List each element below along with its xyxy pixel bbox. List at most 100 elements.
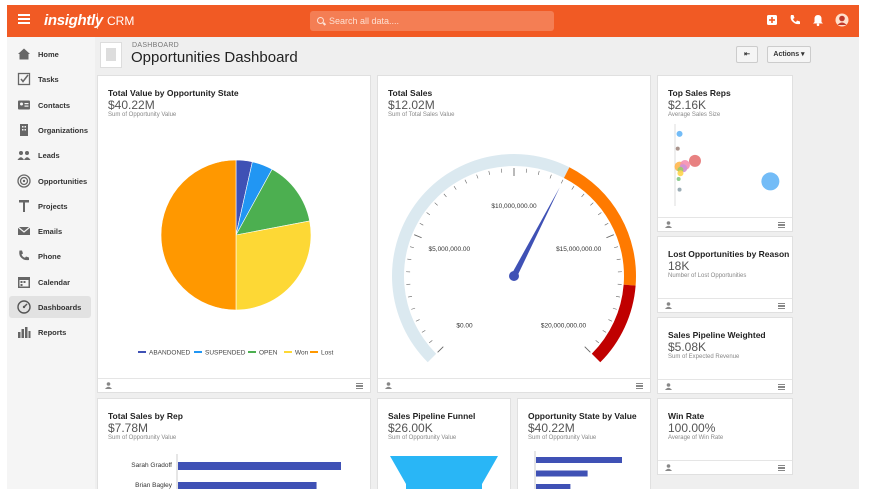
home-icon	[18, 48, 30, 60]
gauge-band	[563, 167, 636, 286]
card-value: 100.00%	[668, 421, 716, 435]
actions-button[interactable]: Actions ▾	[767, 46, 811, 63]
gauge-tick	[604, 222, 609, 226]
sidebar-item-label: Leads	[38, 151, 60, 161]
card-subtitle: Sum of Total Sales Value	[388, 112, 455, 118]
lost-opportunities-card[interactable]: Lost Opportunities by Reason 18K Number …	[657, 236, 793, 313]
state-bar[interactable]	[536, 457, 622, 463]
legend-label[interactable]: ABANDONED	[149, 350, 190, 357]
card-title: Opportunity State by Value	[528, 411, 637, 421]
card-title: Sales Pipeline Weighted	[668, 330, 766, 340]
card-subtitle: Sum of Opportunity Value	[388, 435, 457, 441]
sidebar-item-emails[interactable]: Emails	[9, 220, 91, 242]
card-subtitle: Sum of Expected Revenue	[668, 354, 740, 360]
list-icon[interactable]	[778, 222, 785, 228]
sales-by-rep-card[interactable]: Total Sales by Rep $7.78M Sum of Opportu…	[97, 398, 371, 489]
scatter-point[interactable]	[688, 154, 701, 167]
sidebar-item-phone[interactable]: Phone	[9, 245, 91, 267]
scatter-point[interactable]	[761, 172, 780, 191]
add-icon[interactable]	[765, 13, 779, 27]
sidebar-item-leads[interactable]: Leads	[9, 144, 91, 166]
sidebar-item-opportunities[interactable]: Opportunities	[9, 170, 91, 192]
sidebar-item-home[interactable]: Home	[9, 43, 91, 65]
back-button[interactable]: ⇤	[736, 46, 758, 63]
legend-label[interactable]: Won	[295, 350, 309, 357]
list-icon[interactable]	[778, 384, 785, 390]
pie-slice-lost[interactable]	[160, 159, 237, 311]
user-icon[interactable]	[665, 383, 672, 390]
gauge-band	[392, 154, 570, 363]
value-by-state-card[interactable]: Total Value by Opportunity State $40.22M…	[97, 75, 371, 393]
contacts-icon	[18, 100, 30, 110]
card-value: $7.78M	[108, 421, 149, 435]
rep-bar[interactable]	[178, 482, 317, 489]
user-icon[interactable]	[385, 382, 392, 389]
user-avatar-icon[interactable]	[835, 13, 849, 27]
card-subtitle: Number of Lost Opportunities	[668, 273, 747, 279]
card-footer	[658, 217, 792, 231]
sidebar-item-dashboards[interactable]: Dashboards	[9, 296, 91, 318]
gauge-tick	[549, 174, 552, 179]
menu-icon[interactable]	[18, 14, 30, 24]
gauge-tick	[419, 222, 424, 226]
breadcrumb[interactable]: DASHBOARD	[132, 42, 180, 49]
search-input[interactable]: Search all data....	[310, 11, 554, 31]
state-by-value-card[interactable]: Opportunity State by Value $40.22M Sum o…	[517, 398, 651, 489]
sidebar-item-label: Emails	[38, 227, 63, 237]
state-by-value-bar-chart	[534, 451, 622, 489]
user-icon[interactable]	[665, 464, 672, 471]
card-value: $40.22M	[528, 421, 575, 435]
win-rate-card[interactable]: Win Rate 100.00% Average of Win Rate	[657, 398, 793, 475]
sidebar-item-label: Reports	[38, 328, 67, 338]
user-icon[interactable]	[665, 221, 672, 228]
list-icon[interactable]	[356, 383, 363, 389]
list-icon[interactable]	[778, 465, 785, 471]
gauge-tick	[443, 193, 447, 198]
scatter-point[interactable]	[677, 170, 684, 177]
bell-icon[interactable]	[811, 13, 825, 27]
pie-slice-open[interactable]	[235, 168, 311, 236]
topbar-divider	[97, 13, 98, 29]
card-subtitle: Sum of Opportunity Value	[108, 112, 177, 118]
rep-label: Brian Bagley	[135, 482, 173, 489]
sidebar-item-tasks[interactable]: Tasks	[9, 68, 91, 90]
list-icon[interactable]	[778, 303, 785, 309]
total-sales-card[interactable]: Total Sales $12.02M Sum of Total Sales V…	[377, 75, 651, 393]
sidebar-item-reports[interactable]: Reports	[9, 321, 91, 343]
scatter-point[interactable]	[676, 130, 683, 137]
user-icon[interactable]	[105, 382, 112, 389]
scatter-point[interactable]	[677, 187, 682, 192]
gauge-tick-label: $20,000,000.00	[541, 322, 587, 329]
card-title: Lost Opportunities by Reason	[668, 249, 790, 259]
gauge-pivot	[509, 271, 519, 281]
sidebar-item-calendar[interactable]: Calendar	[9, 271, 91, 293]
pipeline-weighted-card[interactable]: Sales Pipeline Weighted $5.08K Sum of Ex…	[657, 317, 793, 394]
pipeline-funnel-card[interactable]: Sales Pipeline Funnel $26.00K Sum of Opp…	[377, 398, 511, 489]
app-name[interactable]: CRM	[107, 14, 135, 28]
sidebar-item-projects[interactable]: Projects	[9, 195, 91, 217]
card-footer	[658, 460, 792, 474]
list-icon[interactable]	[636, 383, 643, 389]
legend-label[interactable]: OPEN	[259, 350, 278, 357]
gauge-band	[591, 284, 636, 363]
scatter-point[interactable]	[676, 176, 681, 181]
user-icon[interactable]	[665, 302, 672, 309]
gauge-tick	[581, 193, 585, 198]
card-title: Total Sales by Rep	[108, 411, 183, 421]
gauge-tick-label: $10,000,000.00	[491, 203, 537, 210]
legend-label[interactable]: SUSPENDED	[205, 350, 246, 357]
scatter-point[interactable]	[675, 146, 680, 151]
sidebar-item-contacts[interactable]: Contacts	[9, 94, 91, 116]
pie-chart: ABANDONED SUSPENDED OPEN Won Lost	[138, 159, 333, 357]
phone-icon[interactable]	[788, 13, 802, 27]
app-logo[interactable]: insightly	[44, 12, 103, 29]
legend-label[interactable]: Lost	[321, 350, 333, 357]
page-title: Opportunities Dashboard	[131, 49, 298, 66]
pie-slice-won[interactable]	[235, 220, 312, 311]
top-sales-reps-card[interactable]: Top Sales Reps $2.16K Average Sales Size	[657, 75, 793, 232]
sidebar-item-organizations[interactable]: Organizations	[9, 119, 91, 141]
state-bar[interactable]	[536, 484, 571, 489]
gauge-tick	[602, 330, 607, 333]
state-bar[interactable]	[536, 470, 588, 477]
rep-bar[interactable]	[178, 462, 341, 470]
